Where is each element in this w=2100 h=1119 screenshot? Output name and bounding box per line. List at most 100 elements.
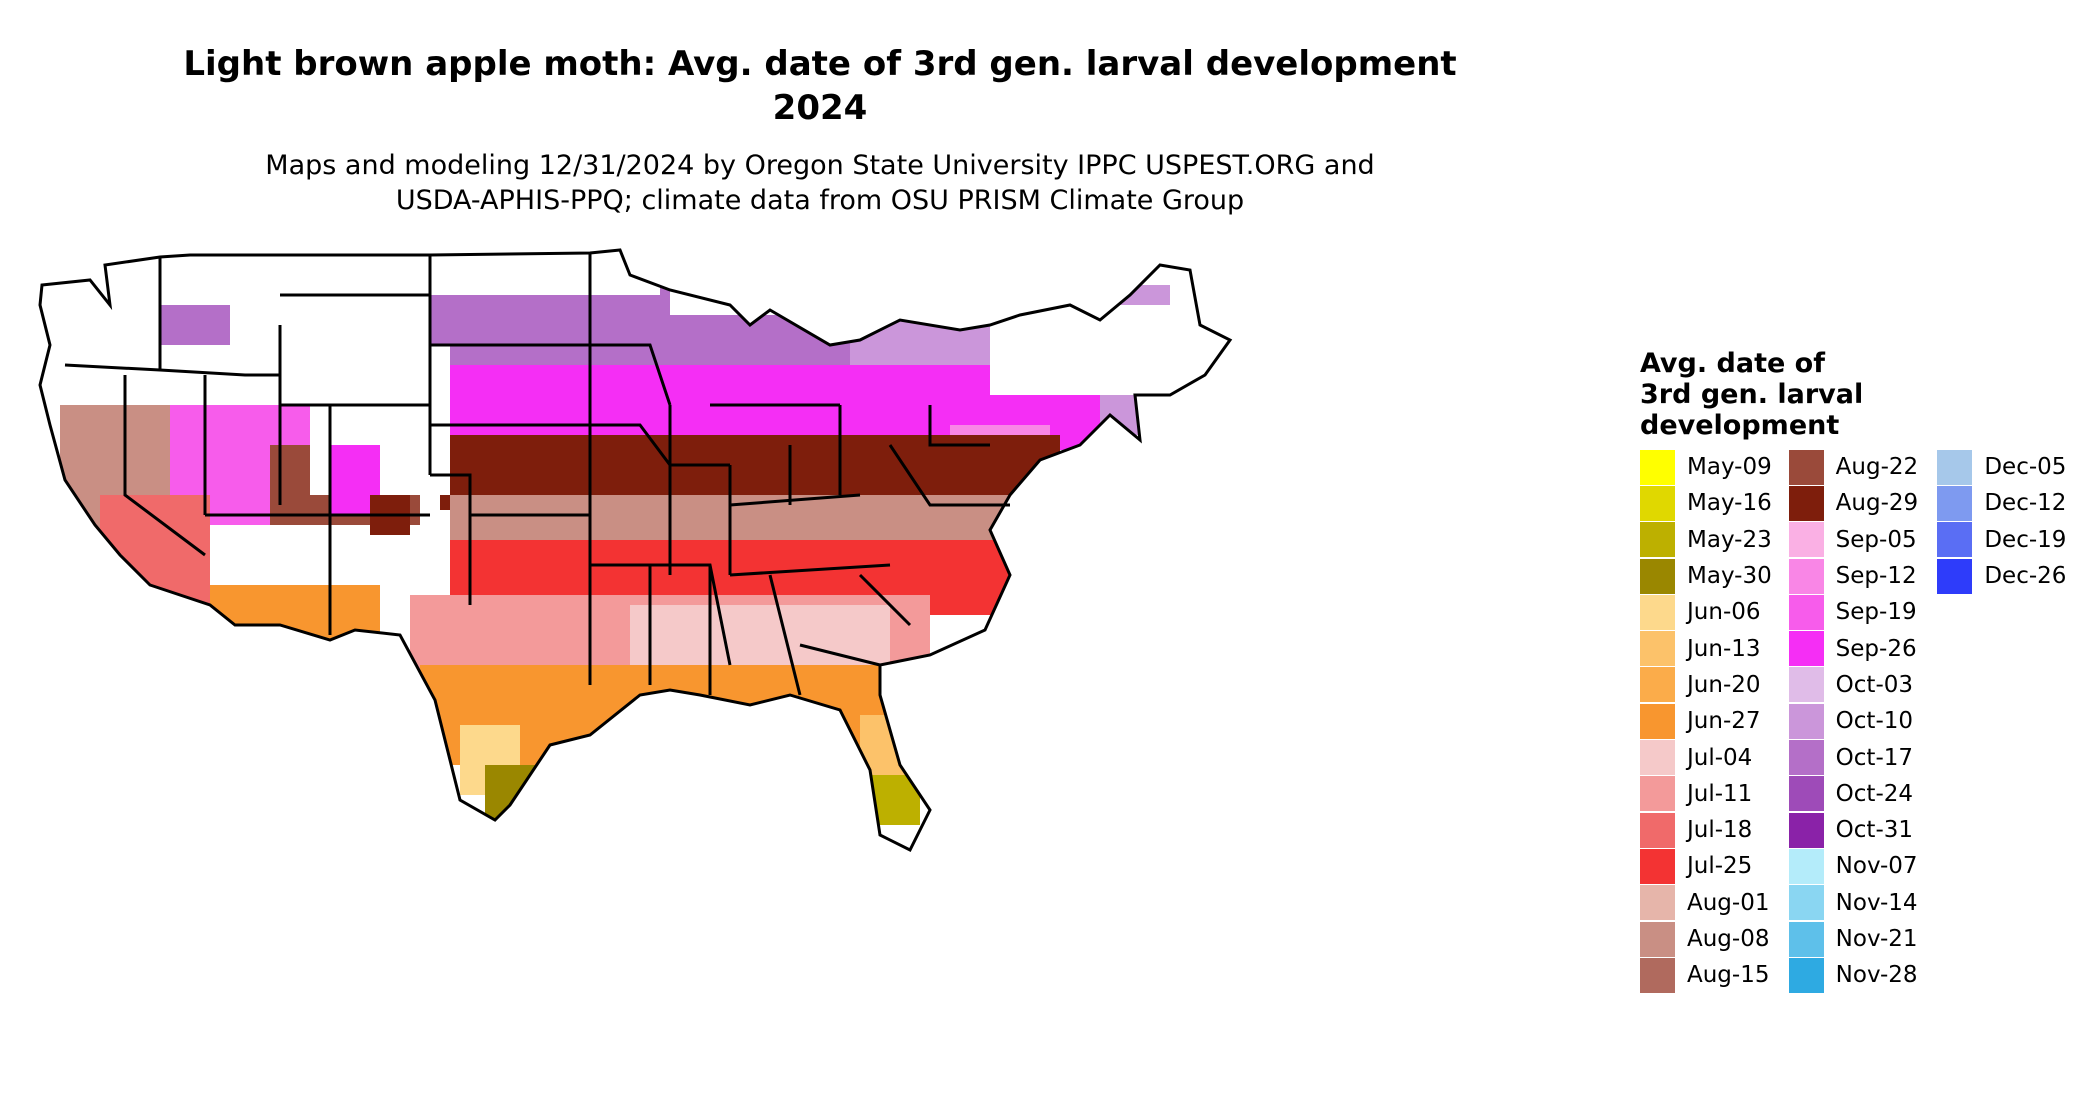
legend-label: Nov-28 <box>1835 962 1918 989</box>
legend-label: Jul-25 <box>1687 853 1753 880</box>
legend-item: Nov-14 <box>1788 885 1932 921</box>
legend-label: Oct-24 <box>1835 780 1914 807</box>
legend-swatch <box>1788 631 1824 667</box>
legend-swatch <box>1640 667 1675 703</box>
legend-item: Aug-22 <box>1788 449 1932 485</box>
legend-swatch <box>1640 449 1675 485</box>
legend-label: Jul-11 <box>1687 780 1753 807</box>
map-title: Light brown apple moth: Avg. date of 3rd… <box>60 42 1580 130</box>
legend-label: Oct-17 <box>1835 744 1914 771</box>
legend-column: May-09 May-16 May-23 May-30 Jun-06 Jun-13 Jun-… <box>1640 449 1783 993</box>
legend-item: Oct-10 <box>1788 703 1932 739</box>
legend-item: Nov-21 <box>1788 921 1932 957</box>
legend-item: Aug-01 <box>1640 885 1783 921</box>
legend-swatch <box>1788 522 1824 558</box>
legend-label: May-16 <box>1687 490 1772 517</box>
legend-label: Dec-12 <box>1984 490 2067 517</box>
legend-swatch <box>1640 485 1675 521</box>
legend-swatch <box>1640 957 1675 993</box>
legend-item: Jul-04 <box>1640 739 1783 776</box>
legend: Avg. date of 3rd gen. larval development… <box>1640 348 2080 993</box>
legend-swatch <box>1937 558 1973 594</box>
legend-swatch <box>1640 812 1675 848</box>
legend-label: Oct-31 <box>1835 817 1914 844</box>
legend-item: Oct-24 <box>1788 776 1932 812</box>
legend-swatch <box>1788 885 1824 921</box>
legend-item: Dec-05 <box>1937 449 2080 485</box>
subtitle-line1: Maps and modeling 12/31/2024 by Oregon S… <box>265 150 1375 181</box>
legend-item: May-23 <box>1640 522 1783 558</box>
legend-label: Dec-05 <box>1984 454 2067 481</box>
legend-item: Sep-12 <box>1788 558 1932 594</box>
legend-swatch <box>1640 740 1675 776</box>
legend-columns: May-09 May-16 May-23 May-30 Jun-06 Jun-13 Jun-… <box>1640 449 2080 993</box>
legend-item: Sep-19 <box>1788 594 1932 630</box>
legend-swatch <box>1640 522 1675 558</box>
legend-swatch <box>1788 594 1824 630</box>
us-map <box>30 245 1630 1115</box>
map-subtitle: Maps and modeling 12/31/2024 by Oregon S… <box>60 148 1580 218</box>
legend-swatch <box>1640 885 1675 921</box>
legend-label: Aug-22 <box>1835 454 1919 481</box>
legend-label: Aug-08 <box>1687 926 1770 952</box>
legend-item: Dec-26 <box>1937 558 2080 594</box>
legend-swatch <box>1788 740 1824 776</box>
legend-label: Nov-07 <box>1835 853 1918 880</box>
state-borders <box>38 248 1232 852</box>
legend-swatch <box>1640 558 1675 594</box>
subtitle-line2: USDA-APHIS-PPQ; climate data from OSU PR… <box>395 185 1245 216</box>
legend-swatch <box>1937 522 1973 558</box>
legend-label: Sep-05 <box>1835 526 1917 553</box>
legend-label: Nov-14 <box>1835 889 1918 916</box>
title-year: 2024 <box>772 88 868 128</box>
legend-swatch <box>1640 921 1675 957</box>
legend-item: Nov-07 <box>1788 848 1932 884</box>
legend-item: May-16 <box>1640 485 1783 521</box>
legend-item: Jul-18 <box>1640 812 1783 848</box>
legend-column: Dec-05 Dec-12 Dec-19 Dec-26 <box>1937 449 2080 993</box>
legend-label: Aug-01 <box>1687 889 1770 916</box>
legend-item: Aug-29 <box>1788 485 1932 521</box>
legend-label: Jun-27 <box>1687 708 1761 735</box>
legend-swatch <box>1788 848 1824 884</box>
legend-item: Jul-25 <box>1640 848 1783 884</box>
legend-swatch <box>1788 776 1824 812</box>
legend-label: Oct-10 <box>1835 708 1914 735</box>
legend-item: Jun-27 <box>1640 703 1783 739</box>
legend-label: Jul-04 <box>1687 744 1753 771</box>
legend-label: May-30 <box>1687 563 1772 590</box>
legend-swatch <box>1640 848 1675 884</box>
legend-label: May-09 <box>1687 454 1772 481</box>
legend-item: Aug-15 <box>1640 957 1783 993</box>
legend-item: Oct-31 <box>1788 812 1932 848</box>
legend-label: Aug-15 <box>1687 962 1770 989</box>
legend-label: Jun-13 <box>1687 635 1761 662</box>
legend-swatch <box>1640 703 1675 739</box>
legend-swatch <box>1788 703 1824 739</box>
legend-item: May-09 <box>1640 449 1783 485</box>
legend-item: Sep-05 <box>1788 522 1932 558</box>
legend-label: May-23 <box>1687 526 1772 553</box>
legend-item: Oct-17 <box>1788 739 1932 776</box>
legend-label: Sep-26 <box>1835 635 1917 662</box>
legend-item: Jun-06 <box>1640 594 1783 630</box>
legend-swatch <box>1788 921 1824 957</box>
legend-item: Sep-26 <box>1788 630 1932 667</box>
legend-swatch <box>1788 485 1824 521</box>
legend-swatch <box>1788 449 1824 485</box>
legend-swatch <box>1788 667 1824 703</box>
legend-label: Jun-20 <box>1687 671 1761 698</box>
legend-swatch <box>1640 594 1675 630</box>
legend-label: Oct-03 <box>1835 671 1914 698</box>
legend-swatch <box>1788 812 1824 848</box>
legend-label: Nov-21 <box>1835 926 1918 952</box>
legend-label: Aug-29 <box>1835 490 1919 517</box>
legend-item: Dec-12 <box>1937 485 2080 521</box>
us-map-svg <box>38 248 1232 852</box>
legend-item: Oct-03 <box>1788 667 1932 703</box>
legend-label: Jun-06 <box>1687 599 1761 626</box>
legend-item: Nov-28 <box>1788 957 1932 993</box>
title-line: Light brown apple moth: Avg. date of 3rd… <box>183 44 1457 84</box>
legend-column: Aug-22 Aug-29 Sep-05 Sep-12 Sep-19 Sep-26 Oct-… <box>1788 449 1932 993</box>
legend-title-line3: development <box>1640 410 1840 441</box>
